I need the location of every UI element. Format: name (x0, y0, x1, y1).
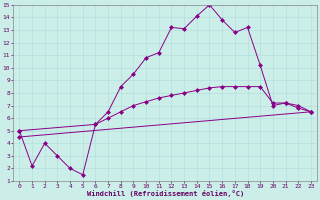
X-axis label: Windchill (Refroidissement éolien,°C): Windchill (Refroidissement éolien,°C) (86, 190, 244, 197)
